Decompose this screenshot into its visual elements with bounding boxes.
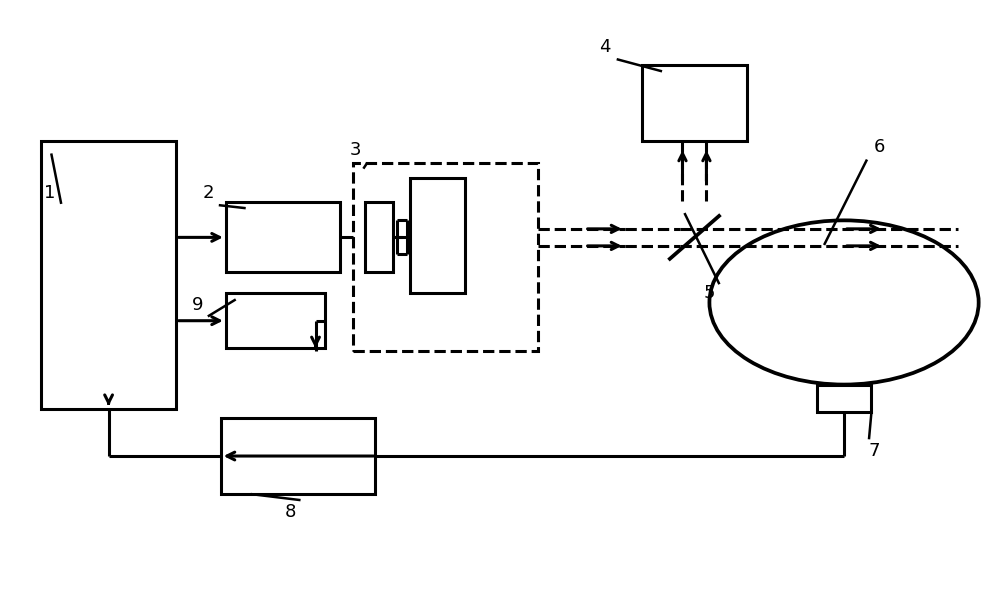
Bar	[226, 293, 325, 348]
Text: 7: 7	[868, 442, 880, 461]
Bar	[221, 418, 375, 494]
Bar	[353, 163, 538, 351]
Text: 1: 1	[44, 184, 55, 202]
Text: 3: 3	[350, 141, 361, 159]
Bar	[41, 141, 176, 409]
Text: 5: 5	[704, 284, 715, 302]
Text: 4: 4	[599, 38, 610, 56]
Bar	[365, 202, 393, 272]
Bar	[642, 65, 747, 141]
Text: 9: 9	[192, 296, 204, 315]
Text: 2: 2	[203, 184, 215, 202]
Text: 6: 6	[873, 138, 885, 156]
Bar	[410, 178, 465, 293]
Text: 8: 8	[285, 503, 296, 521]
Bar	[817, 384, 871, 412]
Bar	[226, 202, 340, 272]
